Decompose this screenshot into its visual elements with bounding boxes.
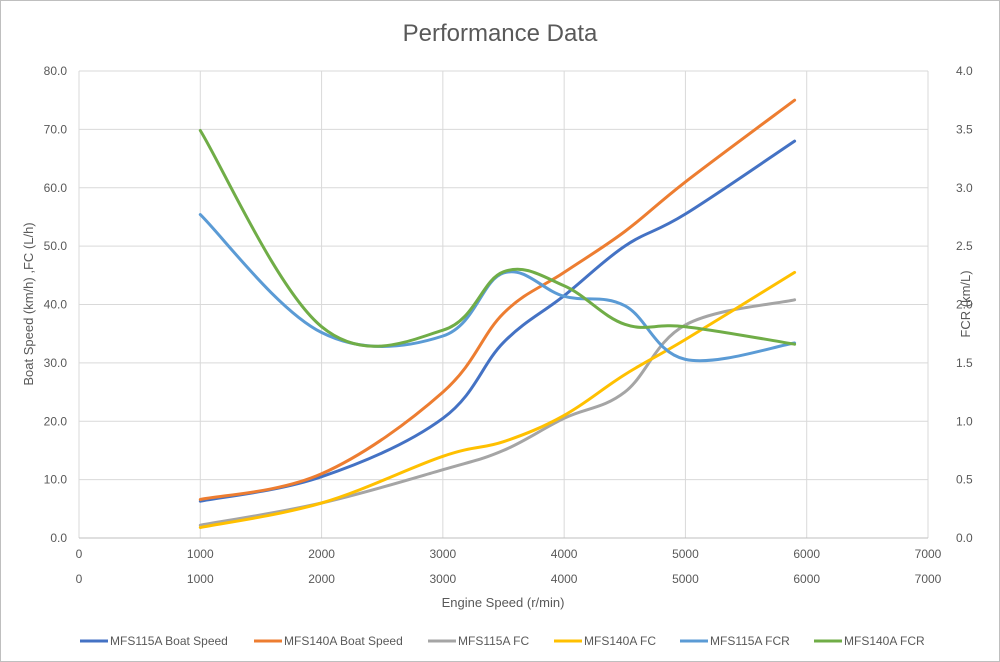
y-tick-label: 30.0: [44, 356, 68, 370]
y2-tick-label: 2.5: [956, 239, 973, 253]
x-tick-label: 4000: [551, 547, 578, 561]
chart-title: Performance Data: [403, 20, 598, 47]
x-axis-title: Engine Speed (r/min): [442, 595, 565, 610]
x-tick-label: 5000: [672, 547, 699, 561]
x-tick-label: 1000: [187, 547, 214, 561]
y-tick-label: 10.0: [44, 473, 68, 487]
x2-tick-label: 2000: [308, 572, 335, 586]
series-line-mfs115a-boat-speed: [198, 139, 797, 503]
x2-tick-label: 4000: [551, 572, 578, 586]
y-tick-label: 0.0: [50, 531, 67, 545]
legend-label-mfs115a-fc: MFS115A FC: [458, 634, 529, 648]
y2-tick-label: 0.5: [956, 473, 973, 487]
x-tick-label: 2000: [308, 547, 335, 561]
y-axis-title: Boat Speed (km/h) ,FC (L/h): [21, 222, 36, 385]
y2-axis-title: FCR (km/L): [958, 270, 973, 337]
y2-tick-label: 0.0: [956, 531, 973, 545]
y-tick-label: 20.0: [44, 414, 68, 428]
x2-tick-label: 7000: [915, 572, 942, 586]
y-tick-label: 80.0: [44, 64, 68, 78]
x-tick-label: 6000: [793, 547, 820, 561]
legend-label-mfs140a-boat-speed: MFS140A Boat Speed: [284, 634, 403, 648]
legend-label-mfs115a-fcr: MFS115A FCR: [710, 634, 790, 648]
x2-tick-label: 0: [76, 572, 83, 586]
y-tick-label: 70.0: [44, 122, 68, 136]
y2-tick-label: 1.0: [956, 414, 973, 428]
y2-tick-label: 3.0: [956, 181, 973, 195]
series-line-mfs140a-boat-speed: [198, 98, 797, 501]
x2-tick-label: 3000: [430, 572, 457, 586]
series-line-mfs115a-fc: [198, 298, 797, 527]
gridlines: [78, 70, 929, 539]
y2-tick-label: 1.5: [956, 356, 973, 370]
y-tick-label: 40.0: [44, 298, 68, 312]
x2-tick-label: 1000: [187, 572, 214, 586]
legend: MFS115A Boat Speed MFS140A Boat Speed MFS1…: [80, 634, 925, 648]
y2-tick-label: 3.5: [956, 122, 973, 136]
series-line-mfs140a-fc: [198, 270, 797, 529]
y-tick-label: 60.0: [44, 181, 68, 195]
y2-tick-label: 2.0: [956, 298, 973, 312]
legend-label-mfs115a-boat-speed: MFS115A Boat Speed: [110, 634, 228, 648]
tick-labels: 0.0 10.0 20.0 30.0 40.0 50.0 60.0 70.0 80.0 0.0 0.…: [44, 64, 973, 586]
legend-label-mfs140a-fc: MFS140A FC: [584, 634, 656, 648]
series-lines: [198, 98, 797, 529]
y-tick-label: 50.0: [44, 239, 68, 253]
x-tick-label: 3000: [430, 547, 457, 561]
y2-tick-label: 4.0: [956, 64, 973, 78]
series-line-mfs140a-fcr: [198, 129, 797, 348]
x-tick-label: 7000: [915, 547, 942, 561]
legend-label-mfs140a-fcr: MFS140A FCR: [844, 634, 925, 648]
x2-tick-label: 5000: [672, 572, 699, 586]
series-line-mfs115a-fcr: [198, 213, 797, 363]
x-tick-label: 0: [76, 547, 83, 561]
x2-tick-label: 6000: [793, 572, 820, 586]
